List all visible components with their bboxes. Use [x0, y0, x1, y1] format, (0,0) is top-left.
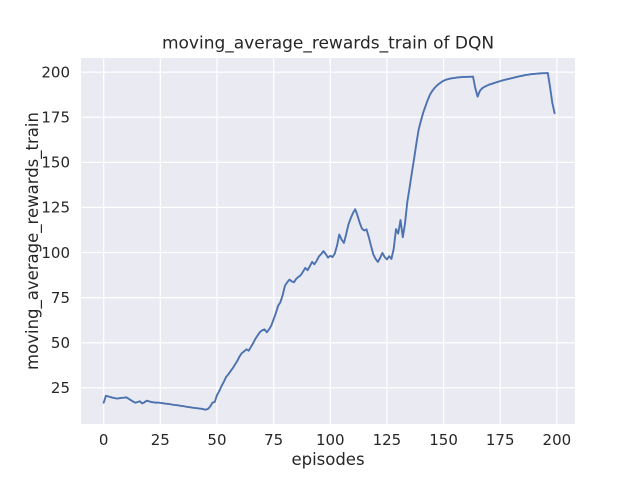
x-tick-label: 75: [264, 431, 283, 449]
chart-title: moving_average_rewards_train of DQN: [162, 34, 494, 54]
x-tick-label: 150: [429, 431, 458, 449]
y-tick-label: 125: [41, 199, 70, 217]
y-tick-labels: 25 50 75 100 125 150 175 200: [41, 63, 70, 397]
y-tick-label: 25: [51, 379, 70, 397]
y-tick-label: 75: [51, 289, 70, 307]
y-tick-label: 175: [41, 108, 70, 126]
y-axis-label: moving_average_rewards_train: [23, 112, 43, 370]
series-line-dqn: [102, 72, 556, 411]
x-tick-label: 125: [373, 431, 402, 449]
x-tick-label: 200: [543, 431, 572, 449]
plot-area: [81, 58, 575, 424]
x-tick-label: 25: [151, 431, 170, 449]
y-tick-label: 50: [51, 334, 70, 352]
x-tick-labels: 0 25 50 75 100 125 150 175 200: [99, 431, 571, 449]
x-tick-label: 50: [207, 431, 226, 449]
gridlines: [81, 58, 575, 424]
x-tick-label: 100: [316, 431, 345, 449]
y-tick-label: 200: [41, 63, 70, 81]
x-tick-label: 175: [486, 431, 515, 449]
y-tick-label: 150: [41, 154, 70, 172]
x-axis-label: episodes: [291, 450, 364, 469]
x-tick-label: 0: [99, 431, 109, 449]
y-tick-label: 100: [41, 244, 70, 262]
